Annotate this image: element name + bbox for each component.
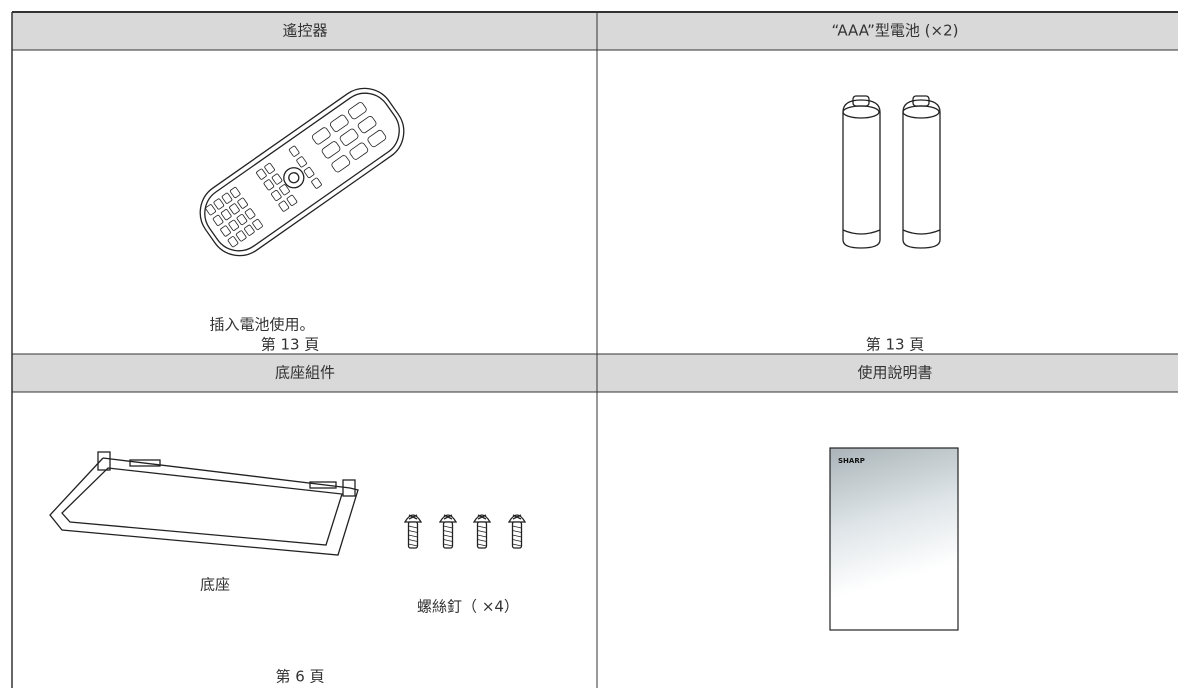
remote-button bbox=[347, 102, 367, 120]
remote-button bbox=[271, 173, 283, 185]
screw-thread bbox=[443, 543, 453, 547]
remote-button bbox=[244, 224, 255, 236]
screw-slot bbox=[443, 514, 453, 520]
screw-thread bbox=[443, 525, 453, 529]
remote-button bbox=[303, 167, 315, 179]
table-borders bbox=[11, 11, 1178, 688]
remote-button bbox=[213, 198, 225, 210]
screw-thread bbox=[512, 539, 522, 542]
stand bbox=[49, 451, 359, 556]
screw-thread bbox=[512, 530, 522, 533]
remote-button bbox=[235, 230, 247, 242]
remote-button bbox=[339, 128, 359, 146]
header-bg bbox=[12, 354, 1178, 392]
batteries bbox=[842, 95, 941, 249]
remote-button bbox=[331, 155, 351, 173]
remote-button bbox=[212, 214, 224, 226]
remote-button bbox=[279, 184, 290, 196]
caption: 底座 bbox=[200, 576, 230, 594]
remote-control bbox=[199, 87, 405, 257]
cover-text: SHARP bbox=[838, 457, 865, 465]
remote-button bbox=[236, 214, 248, 226]
remote-button bbox=[221, 192, 233, 204]
remote-button bbox=[329, 114, 349, 132]
cell-header: “AAA”型電池 (×2) bbox=[832, 22, 959, 40]
remote-button bbox=[237, 197, 248, 209]
remote-button bbox=[286, 194, 298, 206]
remote-button bbox=[227, 236, 239, 248]
remote-button bbox=[296, 156, 307, 168]
cell-header: 使用說明書 bbox=[857, 364, 932, 382]
screw bbox=[438, 514, 458, 523]
screw-thread bbox=[512, 543, 522, 547]
screw-thread bbox=[477, 530, 487, 533]
screw-thread bbox=[408, 525, 418, 529]
remote-button bbox=[349, 142, 369, 160]
screws bbox=[403, 514, 527, 549]
screw-slot bbox=[408, 514, 418, 520]
screw bbox=[403, 514, 423, 523]
screw-thread bbox=[477, 539, 487, 542]
remote-button bbox=[256, 168, 267, 180]
header-bg bbox=[12, 12, 1178, 50]
caption: 第 13 頁 bbox=[261, 336, 320, 354]
remote-button bbox=[263, 179, 275, 191]
screw-thread bbox=[443, 539, 453, 542]
remote-button bbox=[278, 200, 290, 212]
remote-button bbox=[311, 127, 331, 145]
screw-slot bbox=[477, 514, 487, 520]
screw-thread bbox=[443, 534, 453, 538]
remote-button bbox=[220, 225, 231, 237]
caption: 第 13 頁 bbox=[866, 336, 925, 354]
manual: SHARP bbox=[829, 447, 959, 631]
remote-button bbox=[311, 177, 322, 189]
caption: 第 6 頁 bbox=[275, 668, 324, 686]
remote-button bbox=[228, 219, 239, 231]
remote-button bbox=[229, 203, 240, 215]
remote-button bbox=[367, 129, 387, 148]
screw-thread bbox=[477, 525, 487, 529]
screw-thread bbox=[408, 530, 418, 533]
remote-button bbox=[205, 204, 216, 216]
caption: 插入電池使用。 bbox=[209, 316, 314, 334]
screw-thread bbox=[477, 534, 487, 538]
screw-slot bbox=[512, 514, 522, 520]
caption: 螺絲釘（ ×4） bbox=[417, 598, 519, 616]
remote-button bbox=[229, 187, 241, 199]
screw-thread bbox=[408, 539, 418, 542]
remote-button bbox=[321, 141, 341, 159]
remote-button bbox=[244, 208, 256, 220]
remote-button bbox=[357, 115, 377, 134]
remote-button bbox=[221, 209, 232, 221]
screw-thread bbox=[408, 534, 418, 538]
screw-thread bbox=[512, 534, 522, 538]
screw bbox=[472, 514, 492, 523]
cell-header: 底座組件 bbox=[275, 364, 335, 382]
cell-header: 遙控器 bbox=[282, 22, 327, 40]
remote-button bbox=[252, 218, 263, 230]
remote-button bbox=[288, 145, 300, 157]
remote-button bbox=[264, 162, 275, 174]
screw-thread bbox=[477, 543, 487, 547]
screw bbox=[507, 514, 527, 523]
screw-thread bbox=[443, 530, 453, 533]
screw-thread bbox=[512, 525, 522, 529]
remote-button bbox=[271, 189, 282, 201]
screw-thread bbox=[408, 543, 418, 547]
